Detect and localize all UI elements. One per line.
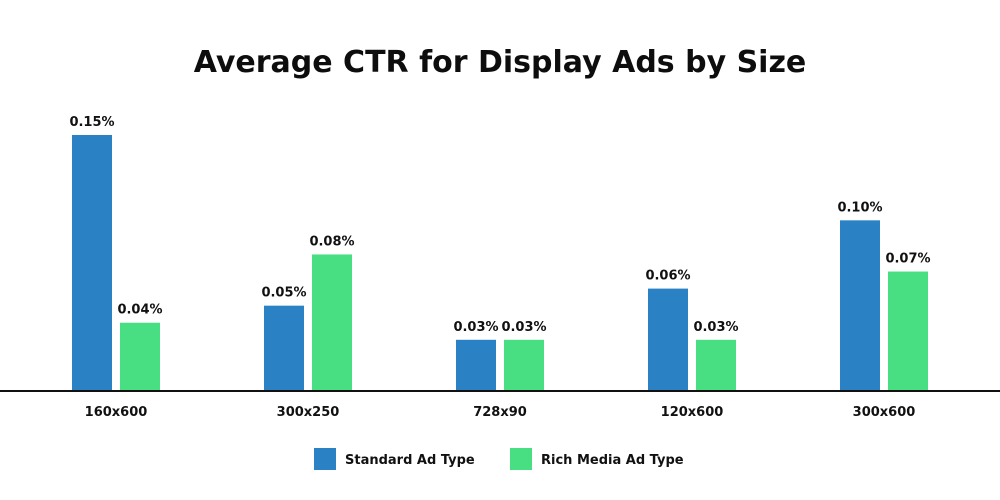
data-label-300x250-series-0: 0.05% [261,286,306,301]
category-label-300x250: 300x250 [277,405,340,420]
category-label-728x90: 728x90 [473,405,527,420]
category-label-160x600: 160x600 [85,405,148,420]
bar-120x600-series-0 [648,288,688,391]
category-label-300x600: 300x600 [853,405,916,420]
bar-160x600-series-1 [120,322,160,391]
bar-120x600-series-1 [696,339,736,391]
data-label-300x600-series-0: 0.10% [837,200,882,215]
bar-300x600-series-1 [888,271,928,391]
data-label-728x90-series-1: 0.03% [501,320,546,335]
data-label-120x600-series-0: 0.06% [645,269,690,284]
bar-300x600-series-0 [840,220,880,391]
data-label-728x90-series-0: 0.03% [453,320,498,335]
category-labels: 160x600 300x250 728x90 120x600 300x600 [85,405,916,420]
legend-label-standard: Standard Ad Type [345,453,475,468]
bar-728x90-series-0 [456,339,496,391]
data-label-160x600-series-0: 0.15% [69,115,114,130]
bar-160x600-series-0 [72,135,112,391]
chart-title: Average CTR for Display Ads by Size [194,45,807,80]
bar-300x250-series-0 [264,305,304,391]
data-label-300x600-series-1: 0.07% [885,252,930,267]
legend: Standard Ad Type Rich Media Ad Type [314,448,684,470]
bars-group: 0.15%0.04%0.05%0.08%0.03% 0.03%0.06%0.03%… [69,115,931,391]
legend-swatch-rich-media [510,448,532,470]
bar-728x90-series-1 [504,339,544,391]
data-label-120x600-series-1: 0.03% [693,320,738,335]
data-label-160x600-series-1: 0.04% [117,303,162,318]
bar-300x250-series-1 [312,254,352,391]
data-label-300x250-series-1: 0.08% [309,234,354,249]
legend-swatch-standard [314,448,336,470]
legend-label-rich-media: Rich Media Ad Type [541,453,684,468]
category-label-120x600: 120x600 [661,405,724,420]
